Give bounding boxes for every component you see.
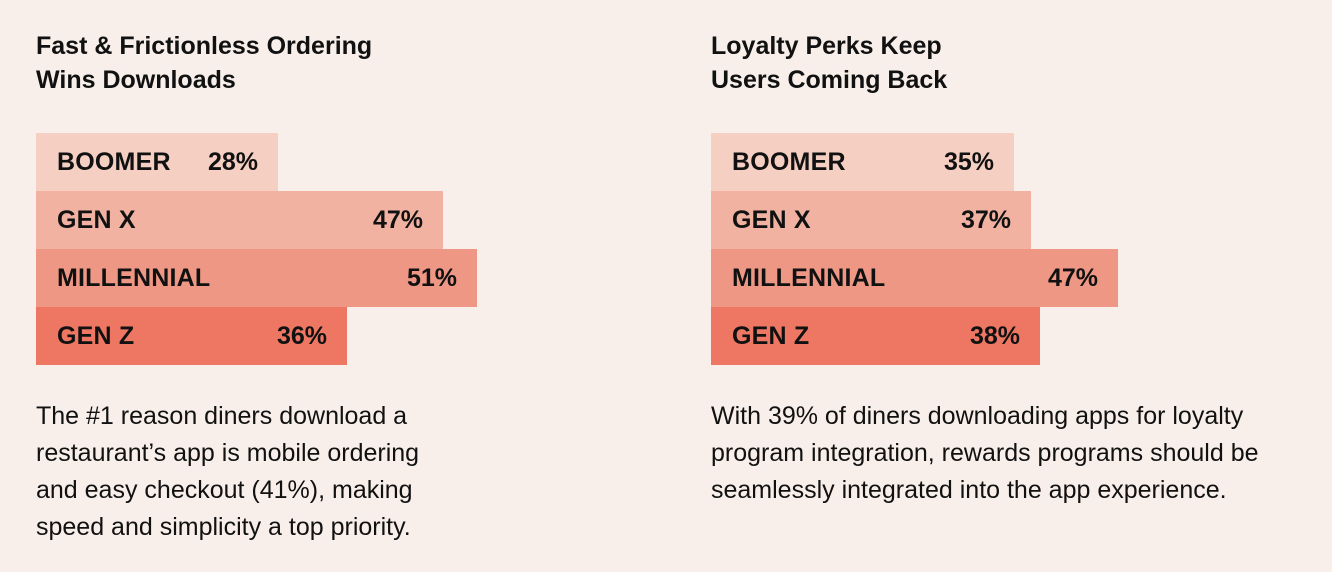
bar-value-label: 28%	[207, 148, 258, 176]
chart-title: Fast & Frictionless Ordering Wins Downlo…	[36, 29, 456, 97]
description-line: The #1 reason diners download a	[36, 402, 408, 430]
bar-label: BOOMER	[57, 148, 171, 176]
bar-value-label: 47%	[372, 206, 423, 234]
description-line: restaurant’s app is mobile ordering	[36, 439, 420, 467]
bar-millennial: MILLENNIAL 47%	[711, 249, 1118, 307]
chart-title-line-2: Users Coming Back	[711, 66, 948, 94]
bar-gen-x: GEN X 47%	[36, 191, 443, 249]
chart-description: With 39% of diners downloading apps for …	[711, 398, 1301, 509]
bar-value-label: 36%	[276, 322, 327, 350]
bar-boomer: BOOMER 35%	[711, 133, 1014, 191]
bar-value-label: 38%	[969, 322, 1020, 350]
bar-label: MILLENNIAL	[732, 264, 886, 292]
chart-panel-ordering: Fast & Frictionless Ordering Wins Downlo…	[36, 0, 636, 572]
bar-value-label: 47%	[1047, 264, 1098, 292]
bar-label: GEN Z	[57, 322, 135, 350]
bar-label: MILLENNIAL	[57, 264, 211, 292]
description-line: program integration, rewards programs sh…	[711, 439, 1259, 467]
bar-label: GEN Z	[732, 322, 810, 350]
chart-title-line-2: Wins Downloads	[36, 66, 236, 94]
bar-value-label: 37%	[960, 206, 1011, 234]
description-line: and easy checkout (41%), making	[36, 476, 413, 504]
bar-label: BOOMER	[732, 148, 846, 176]
bar-value-label: 35%	[943, 148, 994, 176]
bar-millennial: MILLENNIAL 51%	[36, 249, 477, 307]
description-line: With 39% of diners downloading apps for …	[711, 402, 1244, 430]
bar-gen-x: GEN X 37%	[711, 191, 1031, 249]
bar-label: GEN X	[732, 206, 811, 234]
bar-boomer: BOOMER 28%	[36, 133, 278, 191]
chart-title-line-1: Loyalty Perks Keep	[711, 32, 942, 60]
bar-gen-z: GEN Z 36%	[36, 307, 347, 365]
chart-panel-loyalty: Loyalty Perks Keep Users Coming Back BOO…	[711, 0, 1311, 572]
chart-title: Loyalty Perks Keep Users Coming Back	[711, 29, 1131, 97]
description-line: seamlessly integrated into the app exper…	[711, 476, 1227, 504]
bar-gen-z: GEN Z 38%	[711, 307, 1040, 365]
chart-description: The #1 reason diners download a restaura…	[36, 398, 626, 546]
bar-value-label: 51%	[406, 264, 457, 292]
description-line: speed and simplicity a top priority.	[36, 513, 411, 541]
bar-label: GEN X	[57, 206, 136, 234]
bar-group: BOOMER 28% GEN X 47% MILLENNIAL 51% GEN …	[36, 133, 636, 365]
chart-title-line-1: Fast & Frictionless Ordering	[36, 32, 373, 60]
bar-group: BOOMER 35% GEN X 37% MILLENNIAL 47% GEN …	[711, 133, 1311, 365]
